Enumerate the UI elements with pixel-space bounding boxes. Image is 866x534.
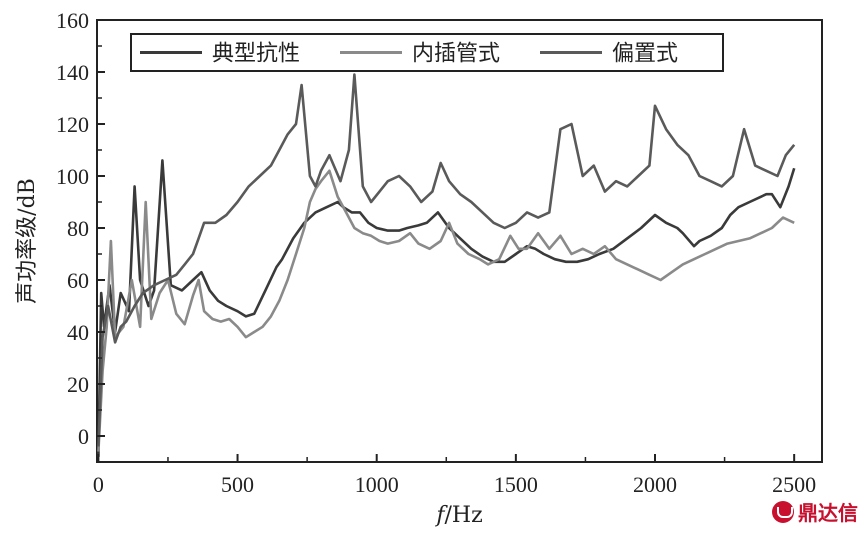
y-tick-label: 60 [67,268,89,293]
x-axis-label: f/Hz [434,503,482,528]
legend-box [130,33,724,72]
y-tick-label: 100 [56,164,89,189]
y-tick-label: 120 [56,112,89,137]
legend-label-3: 偏置式 [612,42,678,67]
plot-border [96,19,823,463]
x-tick-label: 2500 [772,472,816,497]
y-tick-label: 0 [78,424,89,449]
logo-text: 鼎达信 [798,501,858,525]
series-line-1 [97,159,796,457]
logo-icon [772,500,794,523]
x-tick-label: 1500 [494,472,538,497]
x-tick-label: 0 [93,472,104,497]
x-tick-label: 500 [221,472,254,497]
y-tick-label: 160 [56,8,89,33]
series-layer [97,73,796,457]
x-axis-label-unit: /Hz [444,503,482,528]
y-tick-label: 40 [67,320,89,345]
x-tick-label: 2000 [633,472,677,497]
watermark-logo: 鼎达信 [772,497,858,526]
x-tick-label: 1000 [355,472,399,497]
legend-label-2: 内插管式 [412,42,500,67]
legend-label-1: 典型抗性 [212,42,300,67]
axes-layer: 0 20 40 60 80 100 120 140 160 0 500 1000 1500 2000 250… [56,8,816,497]
y-axis-label: 声功率级/dB [15,178,40,304]
series-line-3 [97,73,796,447]
y-tick-label: 20 [67,372,89,397]
plot-frame [96,19,823,463]
series-line-2 [97,169,795,452]
y-tick-label: 80 [67,216,89,241]
y-tick-label: 140 [56,60,89,85]
legend: 典型抗性 内插管式 偏置式 [130,33,724,72]
